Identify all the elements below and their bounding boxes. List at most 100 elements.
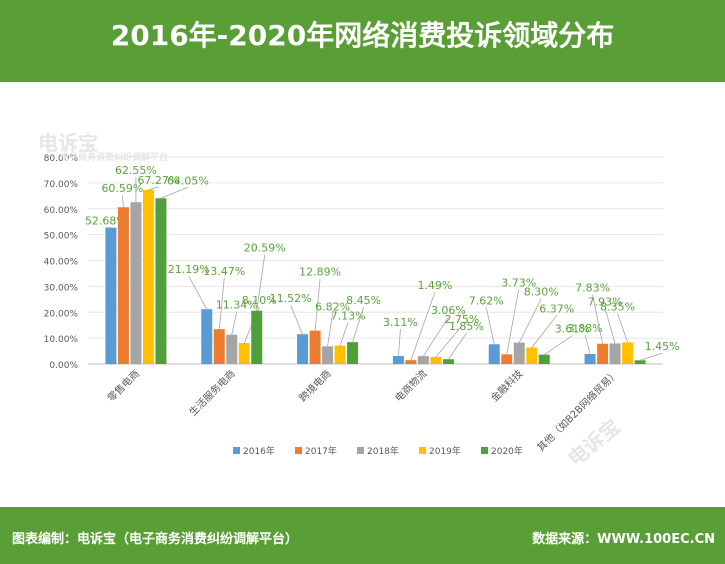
legend-label: 2016年 (243, 445, 275, 457)
x-category-label: 跨境电商 (296, 367, 333, 404)
bar (526, 347, 538, 364)
footer-credit: 图表编制：电诉宝（电子商务消费纠纷调解平台） (12, 532, 299, 547)
y-tick-label: 80.00% (44, 154, 79, 164)
bar (213, 329, 225, 364)
bar (634, 360, 646, 364)
data-label: 7.83% (575, 282, 610, 295)
data-label: 52.68% (85, 215, 127, 228)
data-label: 12.89% (299, 266, 341, 279)
data-label: 20.59% (244, 242, 286, 255)
data-label: 11.52% (270, 292, 312, 305)
bar (347, 342, 359, 364)
data-label: 8.10% (242, 294, 277, 307)
bar (309, 330, 321, 364)
leader-line (506, 289, 520, 355)
x-category-label: 金融科技 (488, 367, 525, 404)
data-label: 1.85% (449, 320, 484, 333)
leader-line (584, 334, 591, 355)
leader-line (518, 298, 542, 343)
data-label: 13.47% (203, 265, 245, 278)
bar (442, 359, 454, 364)
page-title: 2016年-2020年网络消费投诉领域分布 (110, 19, 615, 52)
leader-line (435, 325, 463, 358)
footer-source: 数据来源：WWW.100EC.CN (532, 532, 715, 547)
legend-label: 2017年 (305, 445, 337, 457)
legend-label: 2018年 (367, 445, 399, 457)
legend-swatch (295, 447, 302, 454)
data-label: 64.05% (167, 174, 209, 187)
data-label: 1.49% (417, 279, 452, 292)
leader-line (531, 315, 558, 348)
data-label: 3.88% (568, 322, 603, 335)
data-label: 60.59% (101, 182, 143, 195)
leader-line (314, 278, 321, 331)
leader-line (339, 322, 349, 346)
leader-line (218, 278, 225, 330)
bar (430, 356, 442, 364)
y-tick-label: 30.00% (44, 283, 79, 293)
leader-line (423, 316, 449, 357)
bar (201, 309, 213, 364)
bar (501, 354, 513, 364)
leader-line (352, 307, 364, 343)
bar (322, 346, 334, 364)
bar (513, 342, 525, 364)
leader-line (592, 294, 603, 344)
bar (597, 343, 609, 364)
bar (238, 343, 250, 364)
bar (584, 353, 596, 364)
y-tick-label: 0.00% (49, 361, 78, 371)
leader-line (290, 305, 303, 335)
leader-line (231, 311, 238, 335)
data-label: 62.55% (115, 164, 157, 177)
bar (130, 202, 142, 364)
leader-line (122, 195, 124, 208)
bar (417, 356, 429, 364)
bar (105, 227, 117, 364)
bar (538, 354, 550, 364)
data-label: 11.34% (216, 299, 258, 312)
bar (155, 198, 167, 364)
leader-line (160, 186, 189, 199)
data-label: 7.13% (331, 310, 366, 323)
data-label: 7.62% (469, 294, 504, 307)
data-label: 67.27% (137, 174, 179, 187)
data-label: 3.61% (555, 323, 590, 336)
y-tick-label: 60.00% (44, 206, 79, 216)
data-label: 21.19% (168, 263, 210, 276)
leader-line (410, 292, 436, 361)
data-label: 1.45% (645, 340, 680, 353)
bar (334, 345, 346, 364)
data-label: 3.73% (501, 276, 536, 289)
bar (488, 344, 500, 364)
y-tick-label: 40.00% (44, 258, 79, 268)
leader-line (485, 307, 495, 345)
y-tick-label: 70.00% (44, 180, 79, 190)
chart-area: 电诉宝 电子商务消费纠纷调解平台 电诉宝 0.00% 10.00% 20.00% 30… (8, 82, 717, 507)
data-label: 8.30% (524, 286, 559, 299)
watermark-subtext: 电子商务消费纠纷调解平台 (60, 153, 169, 163)
legend-label: 2019年 (429, 445, 461, 457)
leader-line (448, 332, 467, 360)
data-label: 6.82% (315, 300, 350, 313)
leader-line (188, 275, 208, 310)
leader-line (617, 313, 628, 343)
header-banner: 2016年-2020年网络消费投诉领域分布 (0, 0, 725, 82)
y-tick-label: 20.00% (44, 309, 79, 319)
x-category-label: 电商物流 (392, 367, 429, 404)
watermark-text: 电诉宝 (38, 131, 98, 155)
leader-line (256, 254, 266, 311)
bar (251, 310, 263, 364)
data-label: 3.11% (383, 316, 418, 329)
data-label: 6.37% (539, 303, 574, 316)
leader-line (327, 313, 333, 347)
legend-label: 2020年 (491, 445, 523, 457)
data-label: 8.35% (600, 300, 635, 313)
footer-banner: 图表编制：电诉宝（电子商务消费纠纷调解平台） 数据来源：WWW.100EC.CN (0, 507, 725, 564)
bar (226, 334, 238, 364)
legend-swatch (481, 447, 488, 454)
watermark-logo: 电诉宝 (38, 127, 98, 156)
leader-line (639, 352, 663, 361)
x-category-label: 零售电商 (105, 367, 142, 404)
leader-line (148, 186, 159, 191)
